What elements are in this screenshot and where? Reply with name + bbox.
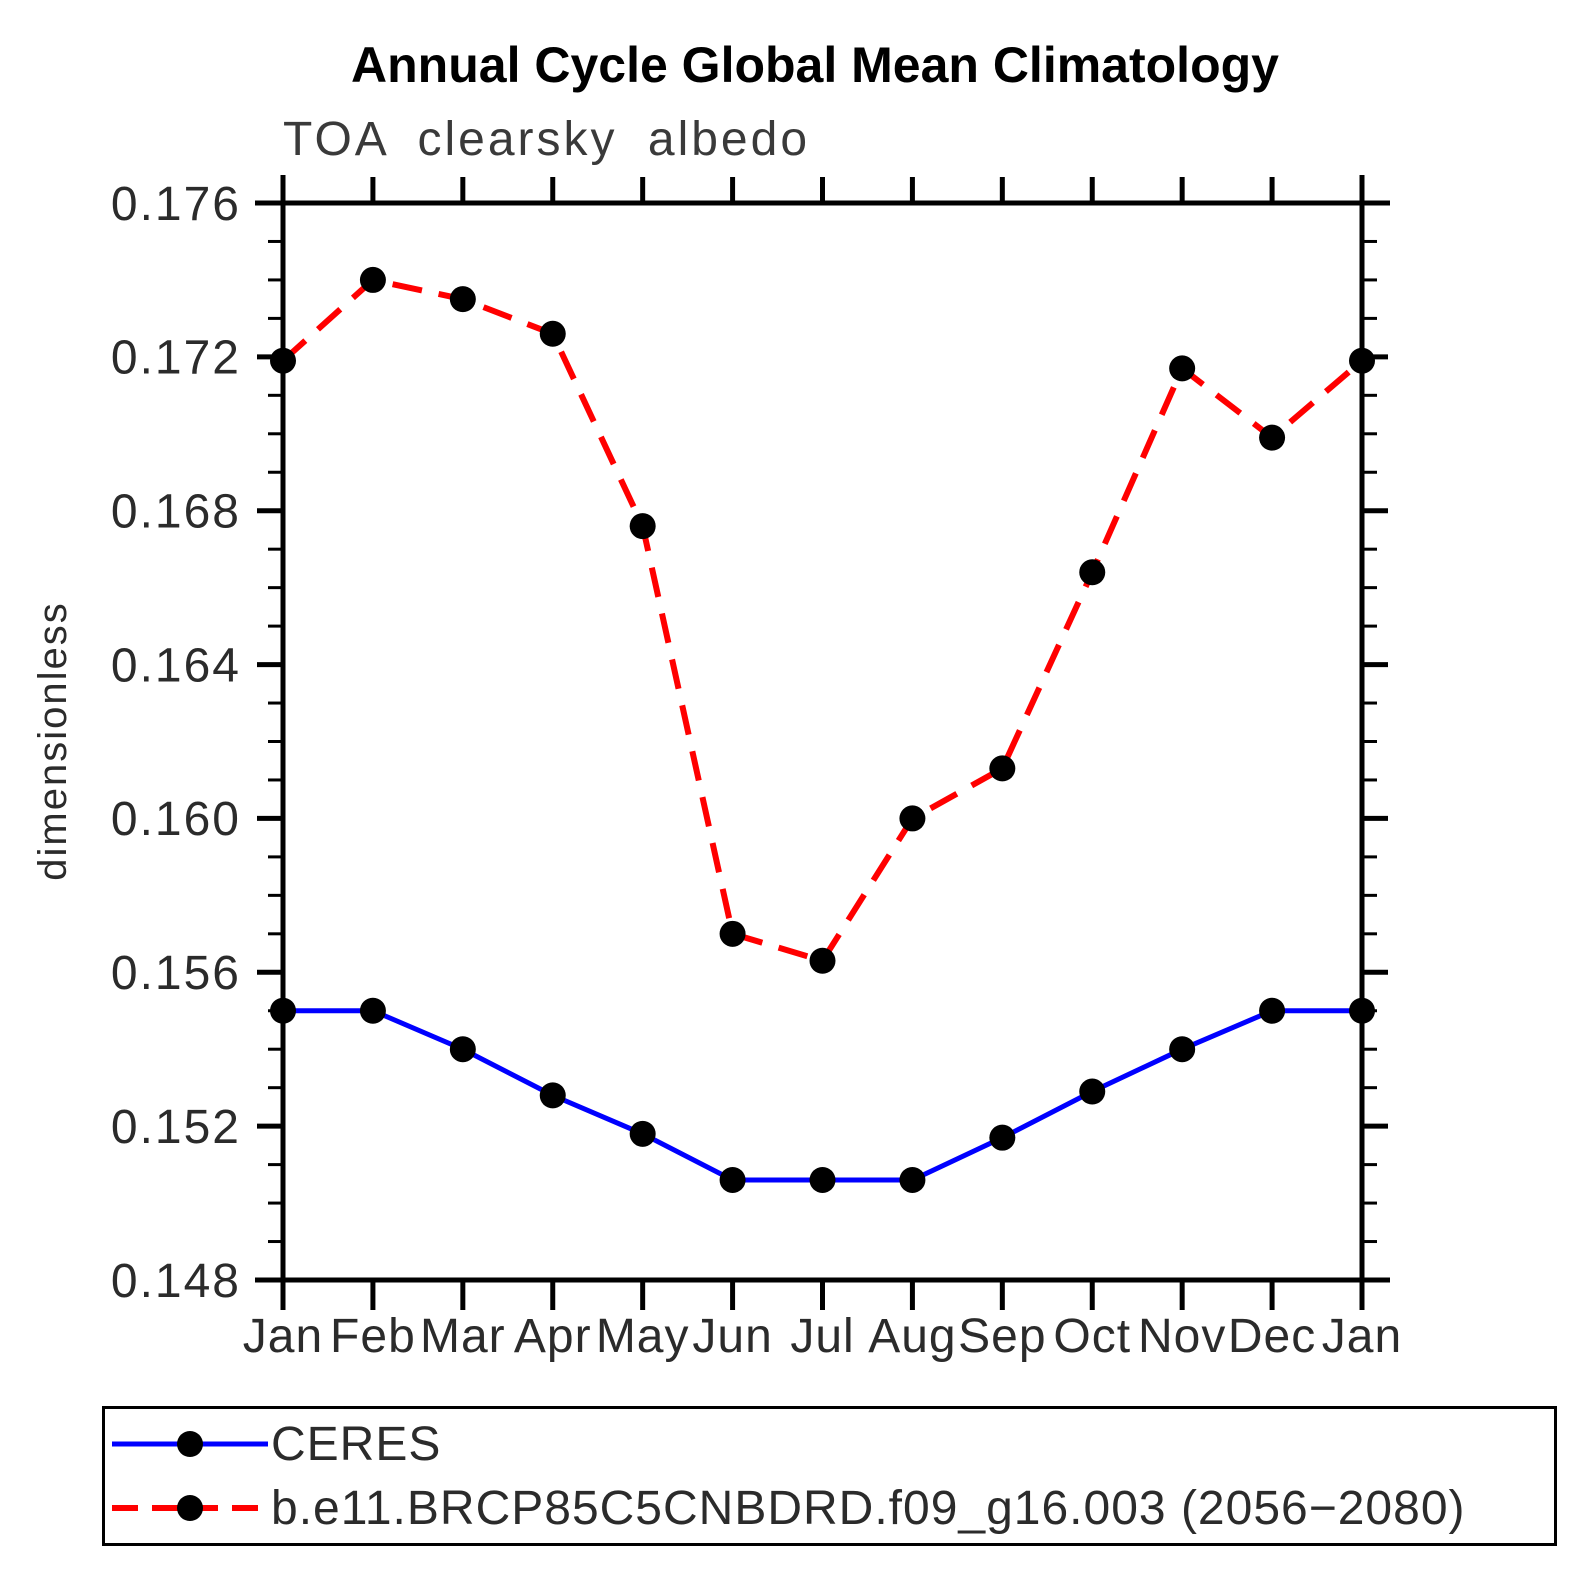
y-tick-label: 0.148 [111, 1255, 241, 1308]
x-tick-label: Jun [692, 1310, 772, 1363]
x-tick-label: Jan [243, 1310, 323, 1363]
legend-label-model: b.e11.BRCP85C5CNBDRD.f09_g16.003 (2056−2… [271, 1481, 1466, 1535]
x-tick-label: Nov [1138, 1310, 1226, 1363]
y-tick-label: 0.156 [111, 947, 241, 1000]
data-point-marker [809, 1166, 836, 1193]
y-tick-label: 0.152 [111, 1101, 241, 1154]
legend-label-ceres: CERES [271, 1417, 442, 1471]
x-tick-label: Mar [420, 1310, 506, 1363]
data-point-marker [449, 1036, 476, 1063]
data-point-marker [989, 755, 1016, 782]
data-point-marker [719, 1166, 746, 1193]
x-tick-label: Feb [330, 1310, 416, 1363]
y-axis-label: dimensionless [31, 601, 75, 880]
data-point-marker [1349, 347, 1375, 374]
legend-marker-icon [177, 1495, 203, 1521]
data-point-marker [449, 286, 476, 313]
legend-sample-ceres [112, 1431, 268, 1457]
data-point-marker [1079, 559, 1106, 586]
data-point-marker [719, 920, 746, 947]
x-tick-label: Apr [514, 1310, 592, 1363]
x-tick-label: Sep [958, 1310, 1046, 1363]
y-tick-label: 0.168 [111, 486, 241, 539]
data-point-marker [1349, 997, 1375, 1024]
data-point-marker [629, 1120, 656, 1147]
data-point-marker [899, 805, 926, 832]
data-point-marker [629, 513, 656, 540]
data-point-marker [1259, 997, 1286, 1024]
y-tick-label: 0.164 [111, 639, 241, 692]
legend-marker-icon [177, 1431, 203, 1457]
data-point-marker [270, 997, 296, 1024]
x-tick-label: Oct [1053, 1310, 1131, 1363]
x-tick-label: Aug [868, 1310, 956, 1363]
data-point-marker [989, 1124, 1016, 1151]
data-point-marker [539, 1082, 566, 1109]
y-tick-label: 0.172 [111, 332, 241, 385]
data-point-marker [270, 347, 296, 374]
data-point-marker [359, 997, 386, 1024]
x-tick-label: Jan [1322, 1310, 1402, 1363]
x-tick-label: Dec [1228, 1310, 1316, 1363]
data-point-marker [539, 320, 566, 347]
legend-sample-model [112, 1495, 268, 1521]
legend: CERES b.e11.BRCP85C5CNBDRD.f09_g16.003 (… [102, 1406, 1557, 1546]
data-point-marker [1079, 1078, 1106, 1105]
y-tick-label: 0.160 [111, 793, 241, 846]
series-line-0 [283, 1008, 1362, 1183]
data-point-marker [1169, 355, 1196, 382]
data-point-marker [809, 947, 836, 974]
chart-subtitle: TOA clearsky albedo [283, 113, 811, 166]
data-point-marker [359, 266, 386, 293]
series-line-1 [280, 276, 1364, 965]
y-tick-label: 0.176 [111, 178, 241, 231]
data-point-marker [1169, 1036, 1196, 1063]
legend-entry-ceres: CERES [105, 1412, 1554, 1476]
legend-entry-model: b.e11.BRCP85C5CNBDRD.f09_g16.003 (2056−2… [105, 1476, 1554, 1540]
x-tick-label: May [596, 1310, 690, 1363]
data-point-marker [899, 1166, 926, 1193]
data-point-marker [1259, 424, 1286, 451]
chart-title: Annual Cycle Global Mean Climatology [351, 37, 1279, 93]
x-tick-label: Jul [790, 1310, 854, 1363]
